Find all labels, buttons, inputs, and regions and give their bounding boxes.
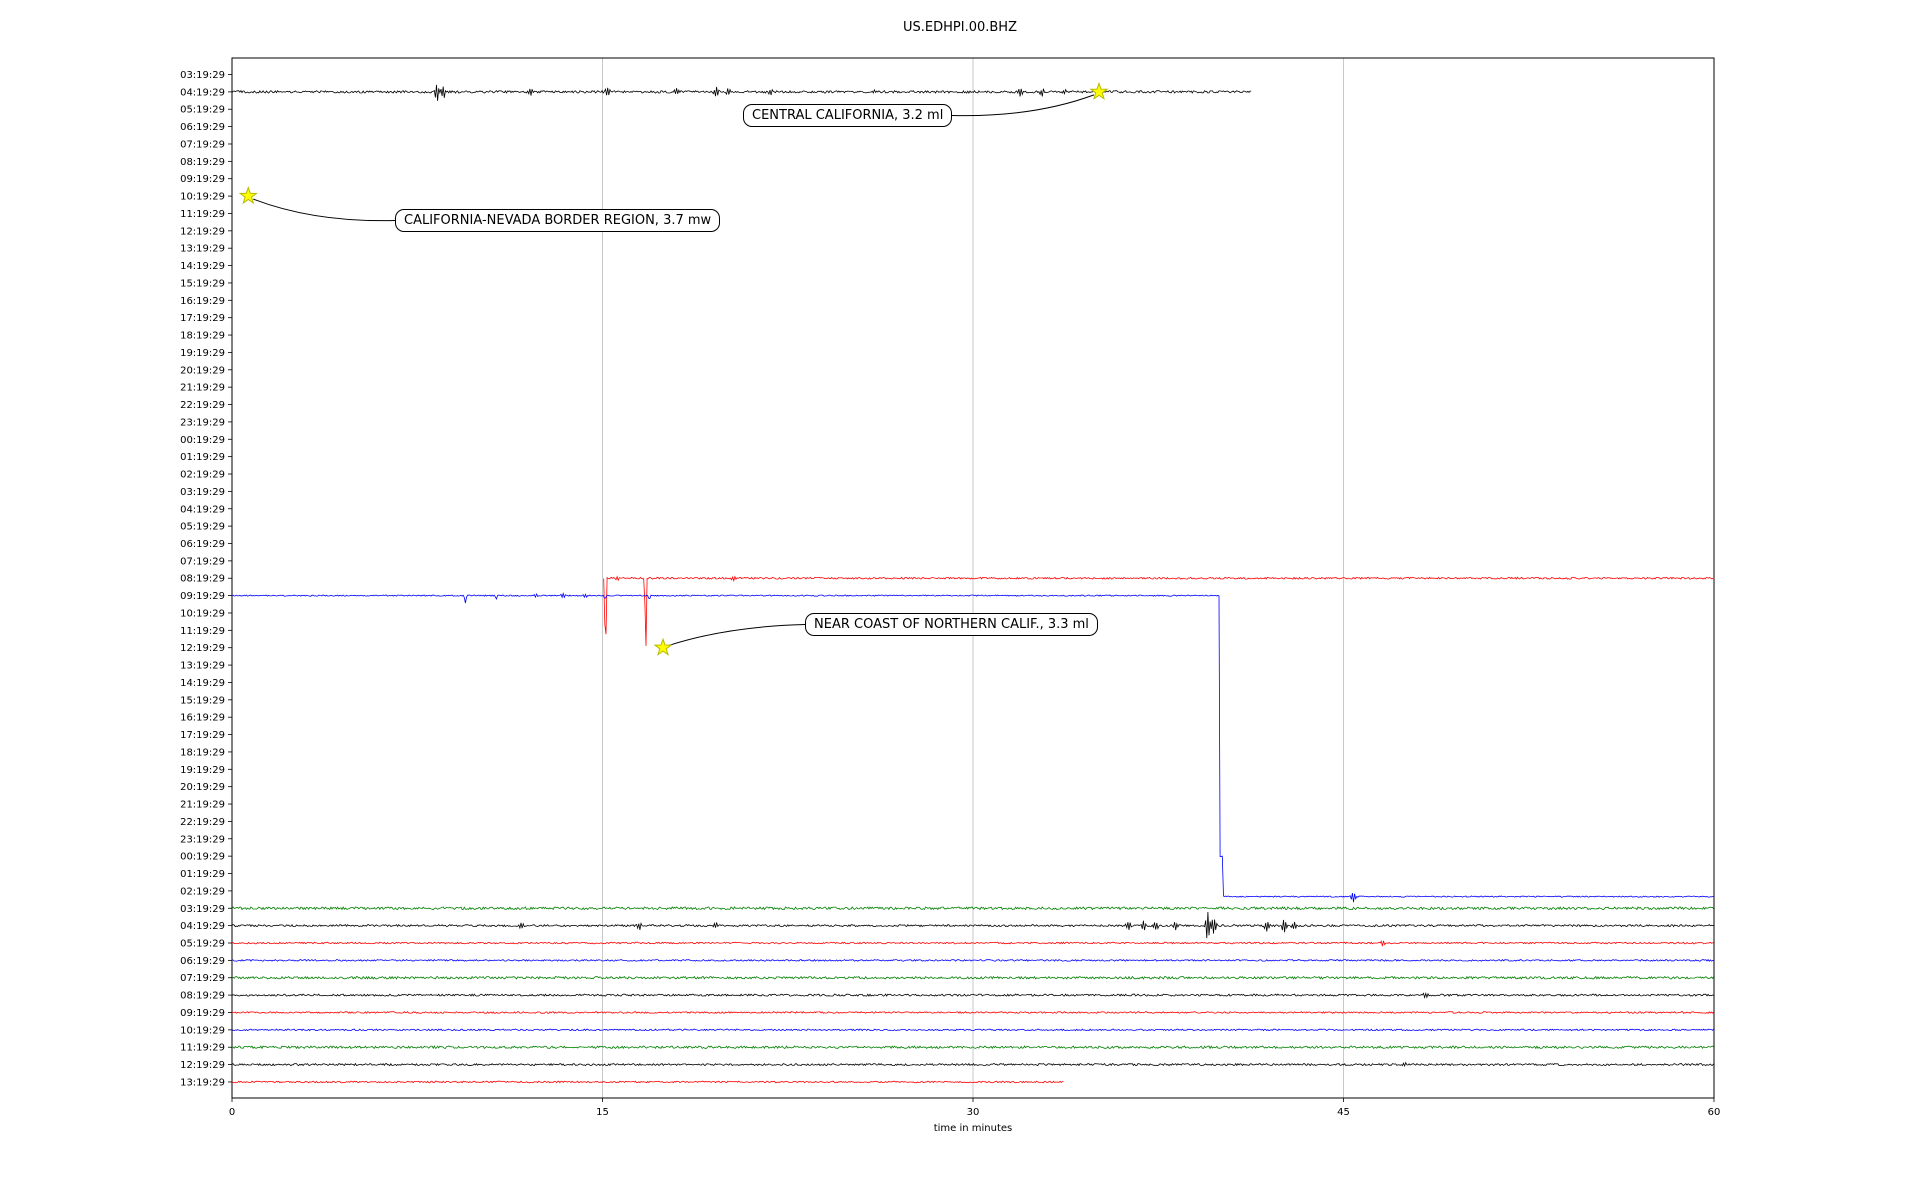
seismogram-trace (231, 1061, 1714, 1068)
y-tick-label: 04:19:29 (180, 87, 225, 98)
y-tick-label: 10:19:29 (180, 608, 225, 619)
x-tick-label: 30 (967, 1107, 980, 1118)
seismogram-trace (231, 1080, 1064, 1084)
seismogram-trace (231, 940, 1714, 947)
chart-title: US.EDHPI.00.BHZ (903, 20, 1017, 35)
event-annotation-california-nevada-border: CALIFORNIA-NEVADA BORDER REGION, 3.7 mw (395, 209, 721, 232)
y-tick-label: 12:19:29 (180, 643, 225, 654)
y-tick-label: 15:19:29 (180, 695, 225, 706)
x-tick-label: 60 (1708, 1107, 1721, 1118)
seismogram-trace (231, 975, 1714, 980)
y-tick-label: 13:19:29 (180, 661, 225, 672)
y-tick-label: 03:19:29 (180, 904, 225, 915)
y-tick-label: 05:19:29 (180, 522, 225, 533)
y-tick-label: 14:19:29 (180, 261, 225, 272)
y-tick-label: 05:19:29 (180, 105, 225, 116)
y-tick-label: 01:19:29 (180, 452, 225, 463)
y-tick-label: 10:19:29 (180, 1025, 225, 1036)
y-tick-label: 11:19:29 (180, 626, 225, 637)
seismogram-trace (231, 1011, 1714, 1014)
y-tick-label: 16:19:29 (180, 296, 225, 307)
annotation-connector-line (253, 198, 396, 222)
x-tick-label: 45 (1337, 1107, 1350, 1118)
seismogram-trace (231, 1028, 1714, 1032)
y-tick-label: 20:19:29 (180, 365, 225, 376)
y-tick-label: 20:19:29 (180, 782, 225, 793)
y-tick-label: 06:19:29 (180, 539, 225, 550)
event-annotation-central-california: CENTRAL CALIFORNIA, 3.2 ml (743, 104, 953, 127)
event-annotation-near-coast-northern-calif: NEAR COAST OF NORTHERN CALIF., 3.3 ml (805, 613, 1098, 636)
y-tick-label: 21:19:29 (180, 383, 225, 394)
y-tick-label: 11:19:29 (180, 209, 225, 220)
y-tick-label: 02:19:29 (180, 470, 225, 481)
seismogram-trace (603, 575, 1714, 646)
y-tick-label: 03:19:29 (180, 487, 225, 498)
y-tick-label: 06:19:29 (180, 956, 225, 967)
y-tick-label: 16:19:29 (180, 713, 225, 724)
x-axis-label: time in minutes (934, 1123, 1013, 1134)
y-tick-label: 09:19:29 (180, 174, 225, 185)
y-tick-label: 02:19:29 (180, 886, 225, 897)
y-tick-label: 05:19:29 (180, 939, 225, 950)
y-tick-label: 13:19:29 (180, 244, 225, 255)
y-tick-label: 12:19:29 (180, 226, 225, 237)
seismogram-trace (231, 906, 1714, 911)
y-tick-label: 04:19:29 (180, 504, 225, 515)
y-tick-label: 15:19:29 (180, 278, 225, 289)
annotation-connector-line (951, 94, 1095, 117)
y-tick-label: 21:19:29 (180, 800, 225, 811)
y-tick-label: 12:19:29 (180, 1060, 225, 1071)
seismogram-trace (231, 592, 1714, 903)
y-tick-label: 22:19:29 (180, 817, 225, 828)
y-tick-label: 08:19:29 (180, 991, 225, 1002)
y-tick-label: 14:19:29 (180, 678, 225, 689)
y-tick-label: 23:19:29 (180, 834, 225, 845)
y-tick-label: 08:19:29 (180, 157, 225, 168)
y-tick-label: 09:19:29 (180, 591, 225, 602)
y-tick-label: 23:19:29 (180, 417, 225, 428)
y-tick-label: 19:19:29 (180, 348, 225, 359)
x-tick-label: 15 (596, 1107, 609, 1118)
y-tick-label: 06:19:29 (180, 122, 225, 133)
y-tick-label: 07:19:29 (180, 556, 225, 567)
annotation-connector-line (667, 624, 806, 647)
y-tick-label: 08:19:29 (180, 574, 225, 585)
y-tick-label: 00:19:29 (180, 852, 225, 863)
seismogram-trace (231, 958, 1714, 962)
y-tick-label: 01:19:29 (180, 869, 225, 880)
y-tick-label: 03:19:29 (180, 70, 225, 81)
event-star-icon (238, 186, 258, 205)
y-tick-label: 10:19:29 (180, 192, 225, 203)
x-tick-label: 0 (229, 1107, 235, 1118)
y-tick-label: 04:19:29 (180, 921, 225, 932)
y-tick-label: 17:19:29 (180, 730, 225, 741)
y-tick-label: 00:19:29 (180, 435, 225, 446)
seismogram-trace (231, 911, 1714, 939)
y-tick-label: 07:19:29 (180, 139, 225, 150)
y-tick-label: 19:19:29 (180, 765, 225, 776)
y-tick-label: 09:19:29 (180, 1008, 225, 1019)
y-tick-label: 22:19:29 (180, 400, 225, 411)
y-tick-label: 13:19:29 (180, 1077, 225, 1088)
y-tick-label: 11:19:29 (180, 1043, 225, 1054)
event-star-icon (1089, 81, 1109, 100)
y-tick-label: 18:19:29 (180, 747, 225, 758)
seismogram-trace (231, 84, 1252, 101)
y-tick-label: 17:19:29 (180, 313, 225, 324)
seismogram-trace (231, 991, 1714, 999)
event-star-icon (653, 637, 673, 656)
y-tick-label: 07:19:29 (180, 973, 225, 984)
seismogram-trace (232, 1045, 1714, 1050)
y-tick-label: 18:19:29 (180, 331, 225, 342)
